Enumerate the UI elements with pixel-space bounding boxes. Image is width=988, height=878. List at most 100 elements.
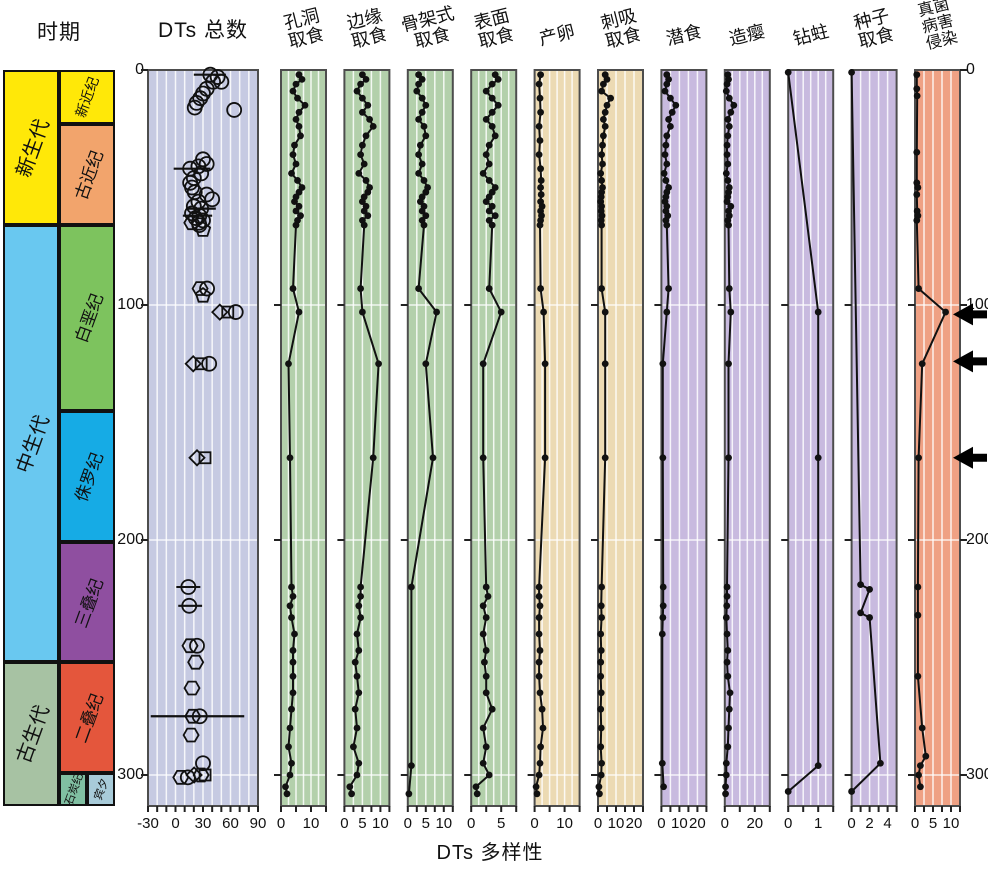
data-point — [535, 630, 543, 638]
data-point — [848, 68, 855, 76]
data-point — [723, 583, 731, 591]
data-point — [866, 614, 873, 621]
data-point — [727, 308, 735, 316]
scatter-hexagon — [183, 680, 201, 696]
data-point — [658, 630, 666, 638]
scatter-square — [221, 305, 235, 319]
data-point — [418, 207, 426, 215]
data-point — [866, 585, 873, 593]
data-point — [724, 160, 732, 168]
data-point — [535, 593, 543, 600]
panel-border — [343, 69, 391, 807]
data-point — [422, 360, 430, 368]
data-point — [481, 658, 488, 666]
data-point — [485, 177, 493, 184]
data-point — [369, 454, 377, 462]
data-point — [375, 360, 382, 368]
data-point — [723, 198, 731, 206]
scatter-circle — [189, 637, 205, 654]
data-point — [353, 672, 361, 680]
data-point — [422, 188, 430, 196]
data-point — [659, 454, 667, 462]
data-point — [598, 614, 605, 621]
period-新近纪: 新近纪 — [59, 70, 115, 125]
data-point — [292, 221, 300, 229]
data-point — [538, 705, 546, 713]
data-point — [288, 759, 295, 767]
data-point — [488, 108, 496, 116]
data-point — [288, 614, 295, 621]
data-point — [540, 308, 547, 316]
data-point — [418, 108, 426, 116]
data-point — [355, 689, 363, 697]
scatter-circle — [199, 280, 215, 297]
data-point — [917, 783, 924, 791]
data-point — [539, 724, 547, 732]
panel-border — [470, 69, 518, 807]
data-point — [725, 705, 733, 713]
x-tick-label: 0 — [340, 815, 348, 832]
scatter-square — [198, 451, 212, 465]
data-point — [418, 76, 426, 83]
data-point — [598, 221, 605, 229]
data-point — [537, 191, 545, 198]
data-point — [415, 285, 422, 292]
data-point — [283, 790, 291, 798]
data-point — [607, 94, 614, 102]
data-point — [420, 221, 428, 229]
data-point — [479, 630, 487, 638]
age-right-200: 200 — [966, 531, 988, 548]
data-point — [598, 87, 605, 95]
data-point — [725, 360, 732, 368]
data-point — [597, 647, 605, 654]
dts-total-header: DTs 总数 — [158, 19, 248, 42]
data-point — [482, 87, 490, 95]
data-point — [598, 759, 605, 767]
data-point — [289, 672, 297, 680]
data-point — [357, 285, 364, 292]
data-point — [482, 583, 490, 591]
scatter-circle — [227, 304, 244, 320]
data-point — [601, 360, 609, 368]
panel-border — [406, 69, 454, 807]
period-column-header: 时期 — [37, 21, 81, 44]
data-point — [289, 658, 297, 666]
data-point — [488, 221, 496, 229]
data-point — [491, 132, 499, 140]
data-point — [536, 94, 544, 102]
data-point — [282, 783, 289, 791]
data-point — [295, 123, 303, 130]
data-point — [355, 647, 363, 654]
data-point — [725, 221, 732, 229]
data-point — [415, 71, 422, 79]
data-point — [292, 207, 300, 215]
panel-border — [914, 69, 961, 807]
panel-border — [280, 69, 327, 807]
data-point — [597, 672, 605, 680]
data-point — [723, 630, 731, 638]
data-point — [537, 184, 544, 191]
x-tick-label: 0 — [594, 815, 602, 832]
x-tick-label: 0 — [847, 815, 855, 832]
data-point — [359, 308, 366, 316]
data-point — [485, 207, 493, 215]
data-point — [418, 94, 426, 102]
data-point — [360, 221, 368, 229]
scatter-circle — [192, 90, 209, 107]
data-point — [357, 583, 364, 591]
data-line — [915, 74, 947, 787]
data-point — [814, 308, 822, 316]
age-right-300: 300 — [966, 766, 988, 783]
data-point — [913, 148, 921, 156]
data-point — [289, 647, 297, 654]
data-point — [491, 212, 499, 220]
scatter-circle — [213, 73, 230, 90]
data-point — [663, 132, 671, 140]
data-point — [291, 198, 298, 206]
x-tick-label: 20 — [626, 815, 643, 832]
data-point — [537, 285, 544, 292]
data-point — [723, 658, 731, 666]
x-tick-label: 10 — [303, 815, 320, 832]
data-point — [359, 71, 366, 79]
scatter-square — [194, 357, 208, 371]
